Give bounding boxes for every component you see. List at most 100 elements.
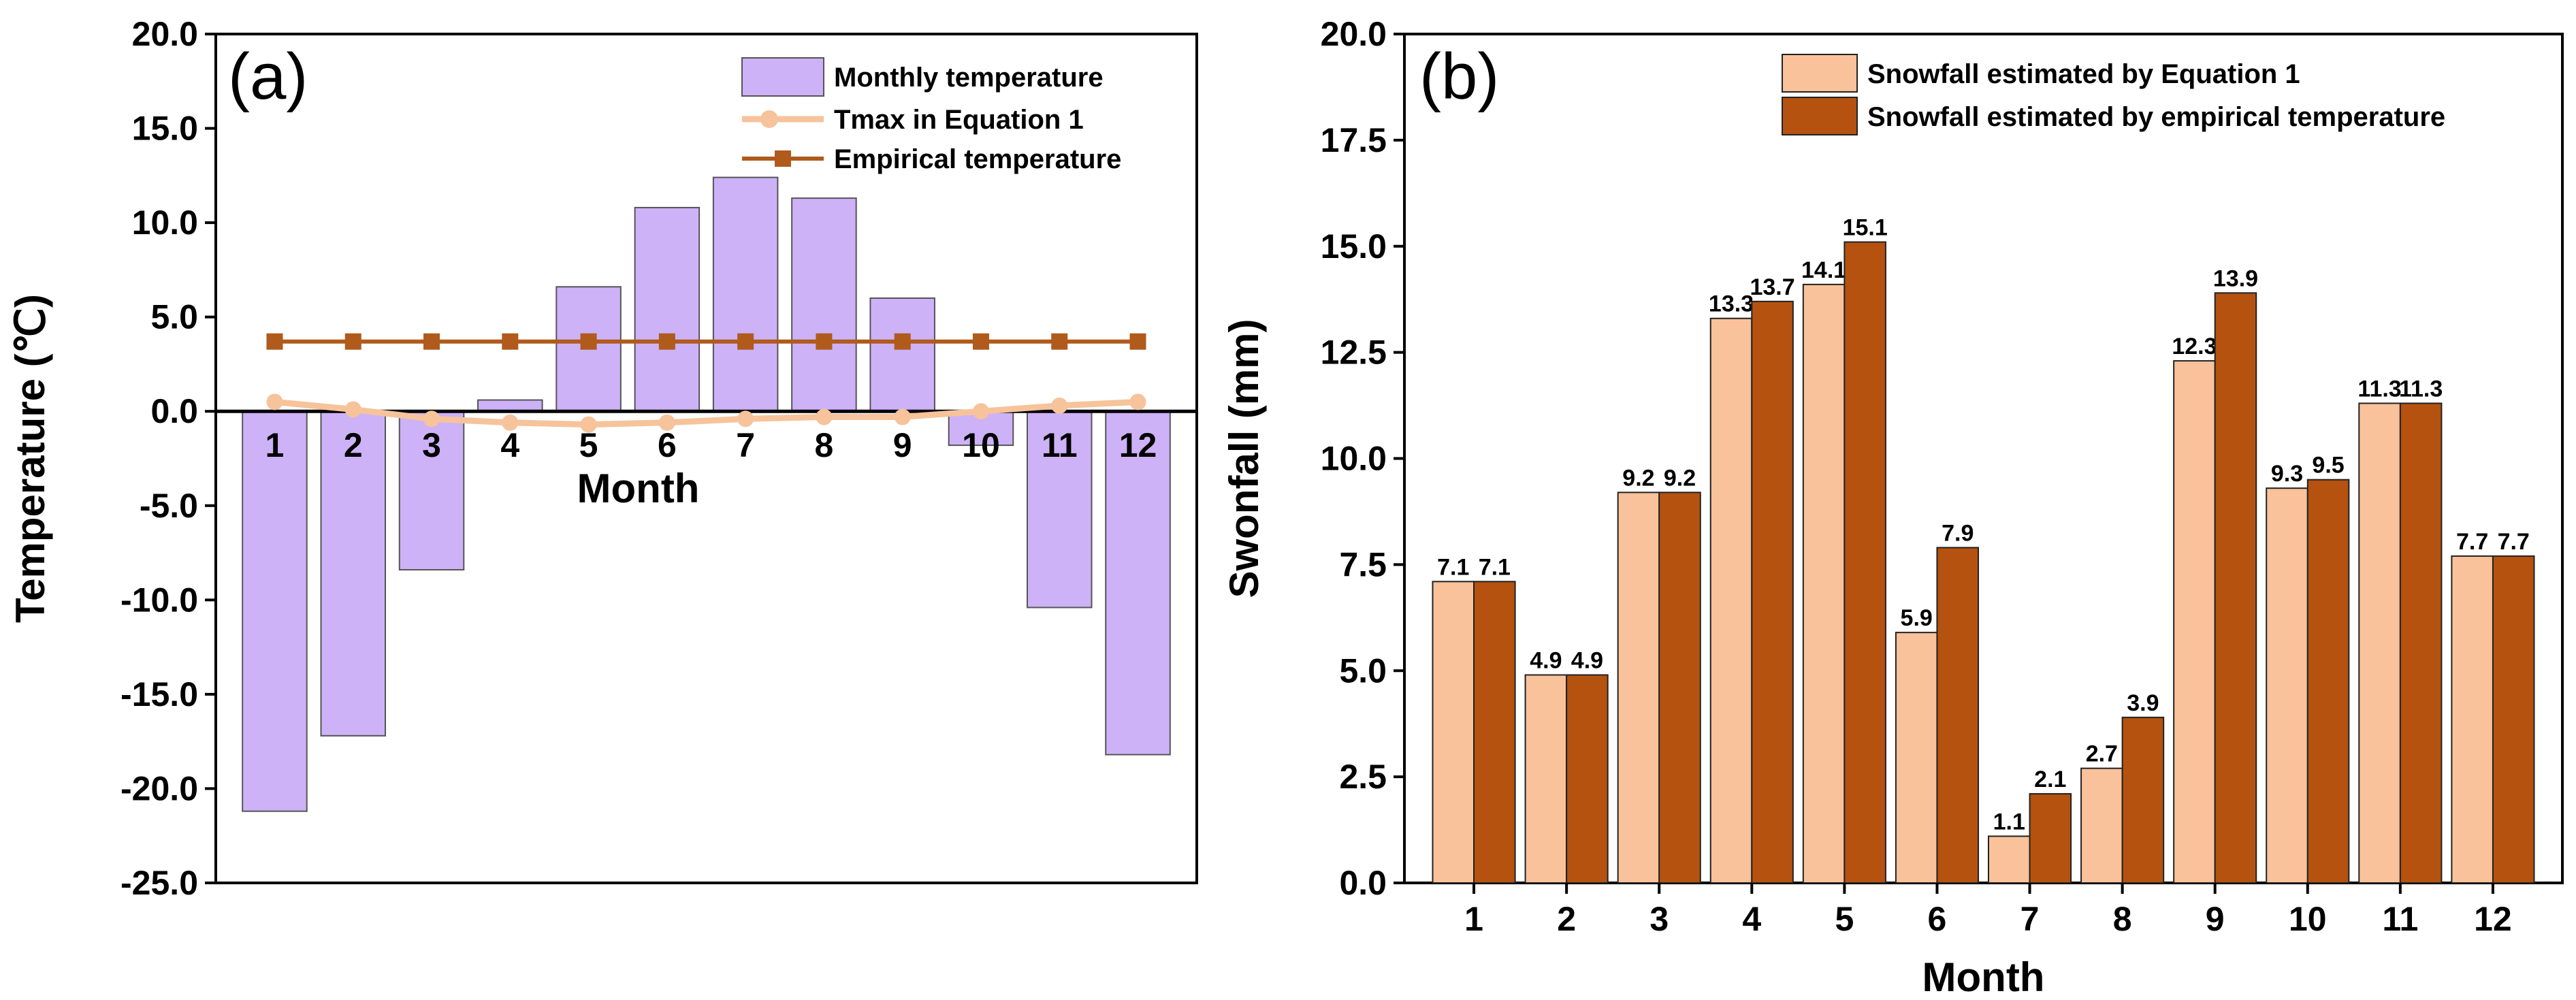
point-tmax-equation-1 (266, 393, 283, 410)
point-empirical-temperature (1051, 333, 1068, 350)
point-tmax-equation-1 (344, 401, 361, 418)
x-tick-label: 12 (1119, 426, 1157, 464)
data-label: 5.9 (1901, 605, 1933, 631)
x-tick-label: 11 (2382, 900, 2418, 938)
bar-monthly-temperature (712, 176, 779, 413)
bar-snowfall-empirical (1566, 674, 1609, 884)
y-axis-label: Temperature (℃) (7, 294, 53, 623)
data-label: 13.7 (1750, 274, 1794, 300)
point-tmax-equation-1 (580, 416, 597, 433)
data-label: 7.7 (2498, 529, 2530, 555)
bar-snowfall-empirical (2121, 716, 2165, 884)
bar-snowfall-equation-1 (1709, 317, 1753, 884)
legend-label: Monthly temperature (834, 63, 1104, 93)
x-tick-label: 9 (893, 426, 912, 464)
plot-frame (214, 33, 1198, 884)
data-label: 9.2 (1622, 465, 1654, 491)
y-tick-label: -15.0 (120, 675, 198, 713)
x-tick-label: 10 (962, 426, 1000, 464)
bar-snowfall-empirical (2492, 555, 2535, 884)
data-label: 7.7 (2456, 529, 2488, 555)
y-tick-label: -20.0 (120, 769, 198, 807)
bar-snowfall-empirical (1751, 300, 1794, 884)
bar-snowfall-equation-1 (1524, 674, 1568, 884)
x-tick-label: 7 (736, 426, 755, 464)
x-tick-label: 4 (1742, 900, 1761, 938)
bar-monthly-temperature (242, 410, 308, 812)
point-empirical-temperature (816, 333, 833, 350)
legend-marker-empirical (775, 150, 791, 167)
bar-snowfall-equation-1 (2358, 402, 2401, 884)
y-axis-label: Swonfall (mm) (1221, 319, 1267, 598)
x-tick-label: 8 (2113, 900, 2132, 938)
y-tick-label: 12.5 (1321, 334, 1387, 372)
y-tick-label: 5.0 (1339, 651, 1387, 690)
data-label: 13.9 (2213, 265, 2258, 291)
point-tmax-equation-1 (1129, 393, 1146, 410)
data-label: 13.3 (1709, 291, 1754, 317)
x-tick-label: 9 (2206, 900, 2225, 938)
legend-label: Empirical temperature (834, 144, 1121, 174)
y-tick-label: -10.0 (120, 581, 198, 619)
x-axis-label: Month (577, 466, 700, 511)
x-tick-label: 6 (658, 426, 677, 464)
point-tmax-equation-1 (894, 408, 911, 425)
y-tick-label: 15.0 (1321, 227, 1387, 265)
data-label: 15.1 (1843, 215, 1888, 241)
y-tick-label: 10.0 (132, 204, 198, 242)
data-label: 9.3 (2271, 461, 2303, 487)
bar-snowfall-empirical (2214, 292, 2257, 884)
point-tmax-equation-1 (816, 408, 833, 425)
data-label: 2.1 (2034, 767, 2066, 792)
point-empirical-temperature (972, 333, 989, 350)
bar-snowfall-equation-1 (2266, 487, 2308, 884)
data-label: 11.3 (2399, 376, 2443, 402)
point-empirical-temperature (502, 333, 519, 350)
y-tick-label: 5.0 (150, 298, 198, 336)
x-tick-label: 7 (2020, 900, 2040, 938)
y-tick-label: 0.0 (1339, 864, 1387, 902)
bar-monthly-temperature (791, 197, 857, 413)
x-tick-label: 5 (1835, 900, 1854, 938)
bar-snowfall-equation-1 (2173, 360, 2216, 884)
bar-snowfall-empirical (2306, 479, 2350, 884)
point-empirical-temperature (423, 333, 440, 350)
point-tmax-equation-1 (423, 410, 440, 428)
legend-swatch-equation-1 (1782, 54, 1858, 93)
legend-swatch-empirical (1782, 97, 1858, 135)
x-tick-label: 3 (422, 426, 441, 464)
x-axis-label: Month (1922, 954, 2045, 1000)
bar-snowfall-equation-1 (1895, 632, 1938, 884)
bar-snowfall-equation-1 (2080, 767, 2123, 884)
y-tick-label: 17.5 (1321, 121, 1387, 159)
data-label: 1.1 (1993, 809, 2025, 835)
x-tick-label: 6 (1928, 900, 1947, 938)
x-tick-label: 8 (815, 426, 834, 464)
y-tick-label: 2.5 (1339, 758, 1387, 796)
bar-snowfall-empirical (1473, 581, 1516, 884)
bar-monthly-temperature (634, 206, 701, 413)
data-label: 14.1 (1801, 257, 1846, 283)
point-empirical-temperature (737, 333, 754, 350)
legend-label: Tmax in Equation 1 (834, 105, 1084, 135)
x-tick-label: 1 (265, 426, 285, 464)
line-tmax-equation-1 (274, 398, 1138, 428)
x-tick-label: 10 (2289, 900, 2327, 938)
point-empirical-temperature (894, 333, 911, 350)
data-label: 7.9 (1942, 520, 1974, 546)
bar-snowfall-empirical (1936, 547, 1980, 884)
panel-b-snowfall-chart: 0.0 2.5 5.0 7.5 10.0 12.5 15.0 17.5 20.0 7.1 4.9 9.… (1221, 15, 2564, 1000)
bar-snowfall-equation-1 (1617, 491, 1660, 884)
point-empirical-temperature (658, 333, 675, 350)
panel-a-temperature-chart: -25.0 -20.0 -15.0 -10.0 -5.0 0.0 5.0 10.0 15.0 20… (7, 15, 1198, 902)
x-tick-label: 12 (2474, 900, 2512, 938)
data-label: 4.9 (1571, 647, 1603, 673)
y-tick-label: 7.5 (1339, 545, 1387, 583)
x-tick-label: 2 (1557, 900, 1576, 938)
data-label: 7.1 (1437, 554, 1469, 580)
bar-monthly-temperature (1026, 410, 1093, 609)
data-label: 2.7 (2086, 741, 2118, 767)
point-empirical-temperature (1129, 333, 1146, 350)
y-tick-label: 15.0 (132, 110, 198, 148)
data-label: 12.3 (2172, 334, 2217, 359)
